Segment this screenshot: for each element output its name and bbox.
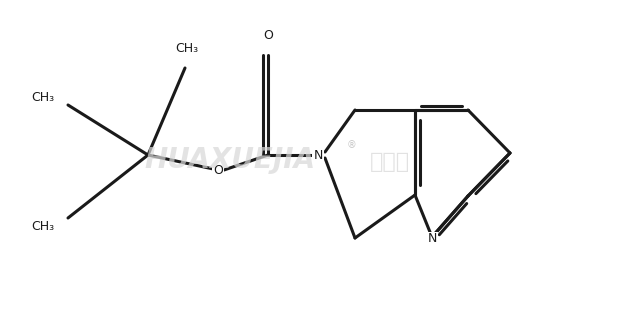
- Text: ®: ®: [347, 140, 357, 150]
- Text: CH₃: CH₃: [31, 220, 54, 233]
- Text: N: N: [313, 148, 322, 162]
- Text: N: N: [428, 233, 437, 245]
- Text: CH₃: CH₃: [31, 91, 54, 103]
- Text: CH₃: CH₃: [175, 42, 198, 55]
- Text: O: O: [213, 164, 223, 177]
- Text: 化学加: 化学加: [370, 152, 410, 172]
- Text: O: O: [263, 29, 273, 42]
- Text: HUAXUEJIA: HUAXUEJIA: [145, 146, 316, 174]
